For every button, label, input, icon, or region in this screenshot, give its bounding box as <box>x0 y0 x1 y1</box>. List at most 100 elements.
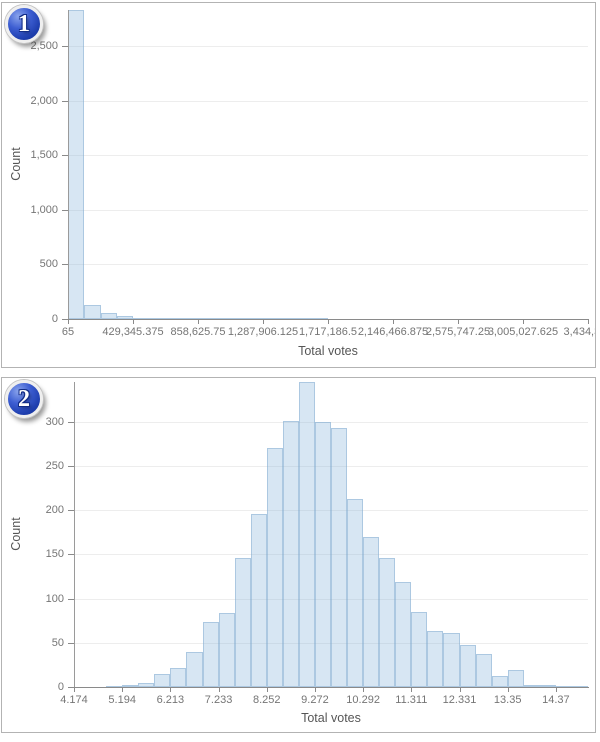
y-gridline <box>74 642 588 644</box>
x-tick-label: 13.35 <box>493 694 522 706</box>
y-tick-mark <box>62 209 68 211</box>
y-gridline <box>68 209 588 211</box>
y-gridline <box>68 46 588 48</box>
x-tick-mark <box>588 319 589 324</box>
y-tick-mark <box>68 554 74 556</box>
y-tick-mark <box>68 598 74 600</box>
x-tick-mark <box>198 319 199 324</box>
x-tick-label: 1,287,906.125 <box>227 326 299 338</box>
histogram-bar <box>363 536 380 687</box>
x-tick-mark <box>507 687 509 692</box>
histogram-bar <box>475 654 492 687</box>
y-tick-label: 150 <box>45 548 64 561</box>
histogram-panel-1: 1 Count Total votes 0 500 1,000 1,500 2,000 2… <box>1 2 596 368</box>
x-tick-mark <box>218 687 220 692</box>
y-tick-label: 50 <box>51 636 64 649</box>
y-tick-mark <box>62 46 68 48</box>
x-tick-label: 12.331 <box>442 694 477 706</box>
step-number-badge: 1 <box>5 5 43 43</box>
y-tick-mark <box>62 100 68 102</box>
histogram-bar <box>427 631 444 687</box>
y-gridline <box>68 155 588 157</box>
y-gridline <box>74 421 588 423</box>
histogram-bar <box>234 557 251 687</box>
x-tick-label: 10.292 <box>346 694 380 706</box>
y-tick-label: 100 <box>45 592 64 605</box>
y-tick-label: 300 <box>45 415 64 428</box>
x-tick-mark <box>314 687 316 692</box>
histogram-bar <box>459 644 476 687</box>
x-tick-mark <box>328 319 329 324</box>
x-tick-mark <box>74 687 75 692</box>
y-tick-label: 500 <box>39 258 58 271</box>
histogram-bar <box>411 611 428 687</box>
x-tick-label: 4.174 <box>60 694 88 706</box>
y-gridline <box>74 510 588 512</box>
y-axis-title: Count <box>9 147 23 181</box>
histogram-bar <box>331 427 348 687</box>
y-gridline <box>74 554 588 556</box>
y-axis-line <box>68 10 69 319</box>
x-tick-mark <box>458 319 459 324</box>
step-number-badge: 2 <box>5 380 43 418</box>
histogram-bar <box>491 676 508 687</box>
x-tick-mark <box>170 687 172 692</box>
x-tick-label: 429,345.375 <box>102 326 164 338</box>
histogram-bar <box>122 685 139 688</box>
x-tick-mark <box>523 319 524 324</box>
histogram-bar <box>379 557 396 687</box>
histogram-bar <box>218 612 235 687</box>
y-axis-title: Count <box>9 517 23 551</box>
x-tick-label: 3,005,027.625 <box>487 326 559 338</box>
x-axis-title: Total votes <box>298 344 358 358</box>
y-tick-mark <box>68 465 74 467</box>
x-tick-mark <box>133 319 134 324</box>
y-gridline <box>68 264 588 266</box>
x-tick-label: 9.272 <box>301 694 329 706</box>
x-tick-mark <box>363 687 365 692</box>
histogram-bar <box>395 581 412 687</box>
y-tick-mark <box>62 264 68 266</box>
x-tick-label: 14.37 <box>542 694 570 706</box>
histogram-bar <box>170 667 187 687</box>
y-tick-mark <box>62 155 68 157</box>
x-axis-line <box>74 687 589 688</box>
x-tick-label: 1,717,186.5 <box>298 326 358 338</box>
y-tick-mark <box>68 421 74 423</box>
histogram-bar <box>523 685 540 688</box>
histogram-bar <box>202 622 219 687</box>
y-tick-label: 1,500 <box>30 149 58 162</box>
x-tick-mark <box>411 687 413 692</box>
histogram-bar <box>138 683 155 687</box>
histogram-bar <box>116 316 133 319</box>
x-tick-label: 7.233 <box>204 694 233 706</box>
x-tick-mark <box>68 319 69 324</box>
y-tick-label: 1,000 <box>30 203 58 216</box>
histogram-bar <box>539 685 556 688</box>
histogram-panel-2: 2 Count Total votes 0 50 100 150 200 250 300 4.… <box>1 377 596 733</box>
y-tick-label: 250 <box>45 459 64 472</box>
x-tick-label: 3,434,308 <box>563 326 595 338</box>
y-gridline <box>74 598 588 600</box>
y-tick-label: 0 <box>57 681 64 693</box>
x-tick-label: 11.311 <box>395 694 428 706</box>
histogram-bar <box>100 312 117 319</box>
y-tick-mark <box>62 319 68 320</box>
y-gridline <box>68 100 588 102</box>
histogram-bar <box>282 420 299 687</box>
y-tick-mark <box>68 642 74 644</box>
x-tick-mark <box>555 687 557 692</box>
x-tick-label: 858,625.75 <box>170 326 226 338</box>
histogram-bar <box>154 673 171 687</box>
x-tick-mark <box>122 687 124 692</box>
x-tick-label: 2,575,747.25 <box>425 326 491 338</box>
x-axis-title: Total votes <box>301 711 361 725</box>
histogram-bar <box>84 305 101 319</box>
x-tick-mark <box>263 319 264 324</box>
histogram-bar <box>443 633 460 687</box>
y-tick-mark <box>68 510 74 512</box>
histogram-bar <box>266 448 283 687</box>
y-tick-mark <box>68 687 74 688</box>
histogram-bar <box>298 382 315 687</box>
x-tick-label: 6.213 <box>156 694 185 706</box>
